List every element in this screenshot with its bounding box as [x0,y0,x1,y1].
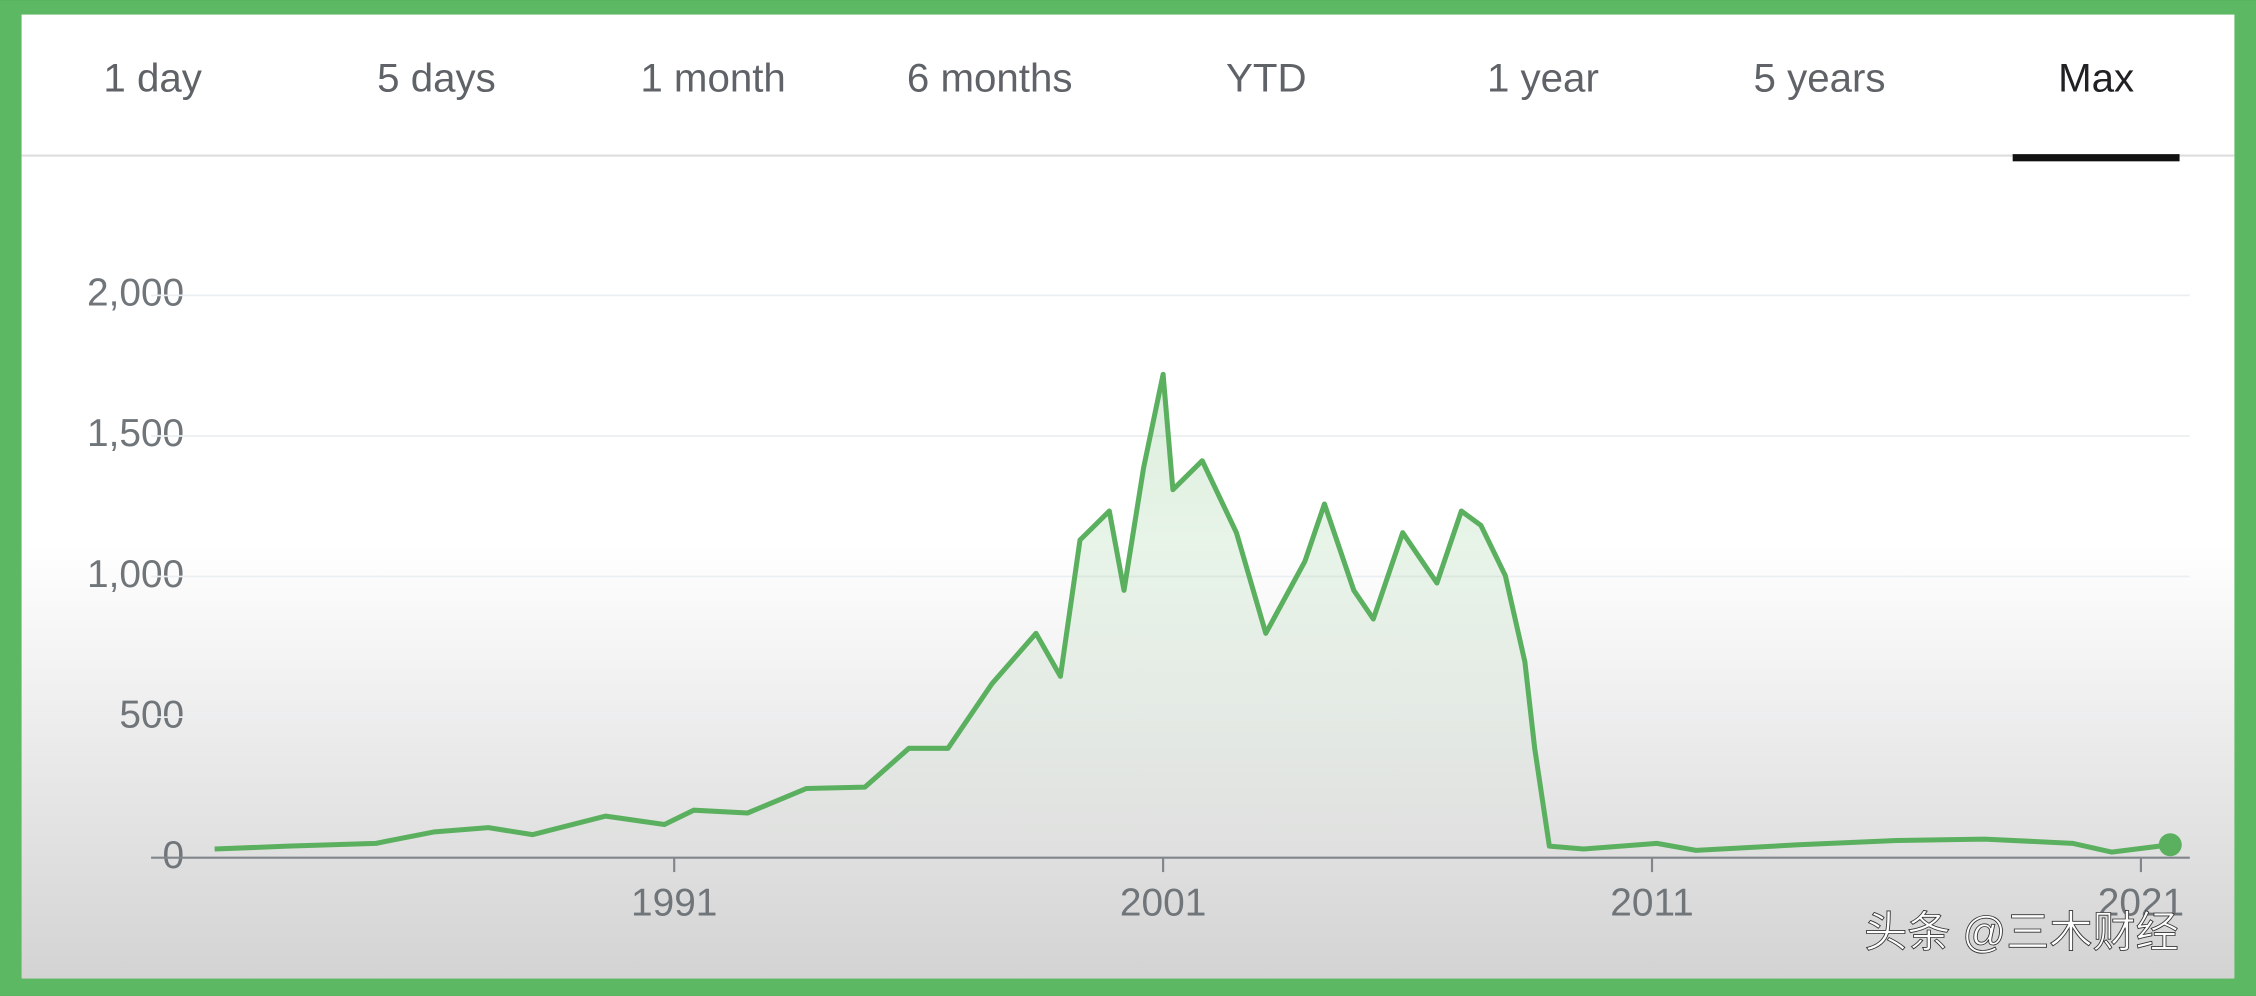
last-point [2158,833,2182,857]
y-tick-label: 1,500 [87,412,184,455]
tab[interactable]: 1 year [1487,55,1599,100]
y-tick-label: 500 [119,693,184,736]
price-line [214,371,2171,855]
tab-label[interactable]: YTD [1226,55,1307,100]
y-tick-label: 1,000 [87,553,184,596]
tab[interactable]: YTD [1226,55,1307,100]
tab-label[interactable]: 5 days [377,55,496,100]
x-tick-label: 2011 [1610,881,1694,924]
y-tick-label: 2,000 [87,272,184,315]
tab[interactable]: 1 day [103,55,202,100]
x-tick-label: 2001 [1120,881,1206,924]
tab-label[interactable]: 1 year [1487,55,1599,100]
tab[interactable]: Max [2012,55,2180,162]
y-tick-label: 0 [163,834,185,877]
tab-label[interactable]: 5 years [1753,55,1885,100]
tab-underline [2012,154,2180,162]
chart: 0 500 1,000 1,500 2,000 1991 2001 2011 2021 [87,272,2190,924]
tab-label[interactable]: 1 day [103,55,202,100]
tab-label[interactable]: 6 months [907,55,1073,100]
watermark: 头条 @三木财经 [1864,909,2179,957]
tab[interactable]: 5 days [377,55,496,100]
x-tick-label: 1991 [631,881,717,924]
tab-label[interactable]: 1 month [640,55,786,100]
tab[interactable]: 1 month [640,55,786,100]
tab-bar: 1 day 5 days 1 month 6 months YTD 1 year 5 yea… [103,55,2180,162]
tab[interactable]: 5 years [1753,55,1885,100]
tab[interactable]: 6 months [907,55,1073,100]
x-tick-label: 2021 [2098,881,2184,924]
tab-label[interactable]: Max [2058,55,2134,100]
